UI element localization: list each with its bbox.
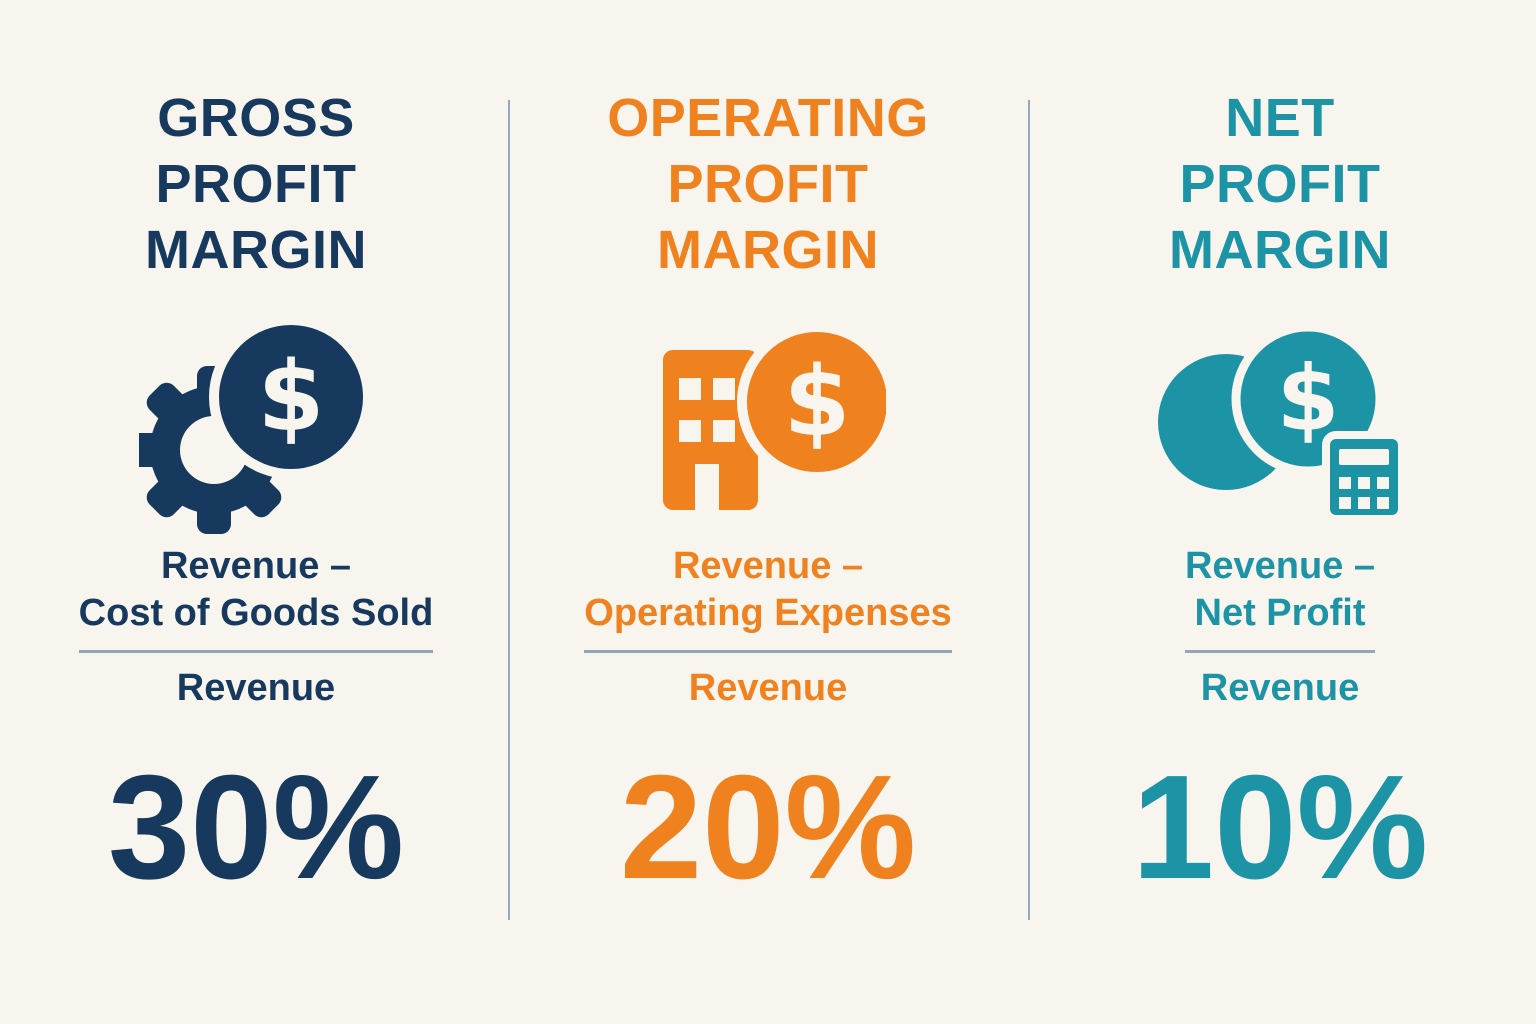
column-divider-2	[1028, 100, 1030, 920]
building-dollar-coin-icon: $	[651, 312, 886, 537]
margin-percentage: 20%	[619, 744, 917, 910]
formula-fraction: Revenue – Operating Expenses Revenue	[584, 543, 952, 712]
column-title: GROSS PROFIT MARGIN	[145, 86, 367, 284]
margin-percentage: 10%	[1131, 744, 1429, 910]
coins-calculator-icon: $	[1157, 312, 1403, 537]
title-line: MARGIN	[657, 219, 879, 280]
column-divider-1	[508, 100, 510, 920]
gear-dollar-coin-icon: $	[138, 312, 374, 537]
formula-fraction: Revenue – Net Profit Revenue	[1184, 543, 1376, 712]
title-line: OPERATING	[607, 88, 929, 148]
dollar-glyph: $	[783, 346, 850, 458]
formula-denominator: Revenue	[688, 666, 848, 709]
title-line: GROSS	[157, 88, 355, 148]
column-title: NET PROFIT MARGIN	[1169, 86, 1391, 284]
column-operating-profit-margin: OPERATING PROFIT MARGIN	[512, 0, 1024, 1024]
dollar-glyph: $	[257, 341, 324, 453]
formula-numerator: Revenue – Operating Expenses	[584, 544, 952, 634]
formula-numerator: Revenue – Net Profit	[1184, 544, 1376, 634]
title-line: PROFIT	[155, 153, 357, 214]
formula-numerator: Revenue – Cost of Goods Sold	[78, 544, 434, 634]
title-line: PROFIT	[667, 153, 869, 214]
fraction-bar	[1184, 649, 1376, 653]
column-title: OPERATING PROFIT MARGIN	[607, 86, 929, 284]
column-gross-profit-margin: GROSS PROFIT MARGIN $	[0, 0, 512, 1024]
dollar-coin-shape	[208, 314, 373, 479]
dollar-coin-shape	[736, 321, 886, 482]
fraction-bar	[584, 649, 952, 653]
formula-denominator: Revenue	[1200, 666, 1360, 709]
fraction-bar	[78, 649, 434, 653]
calculator-shape	[1321, 431, 1403, 524]
title-line: MARGIN	[1169, 219, 1391, 280]
title-line: NET	[1225, 88, 1335, 148]
formula-denominator: Revenue	[176, 666, 336, 709]
title-line: MARGIN	[145, 219, 367, 280]
margin-percentage: 30%	[107, 744, 405, 910]
formula-fraction: Revenue – Cost of Goods Sold Revenue	[78, 543, 434, 712]
title-line: PROFIT	[1179, 153, 1381, 214]
column-net-profit-margin: NET PROFIT MARGIN $	[1024, 0, 1536, 1024]
